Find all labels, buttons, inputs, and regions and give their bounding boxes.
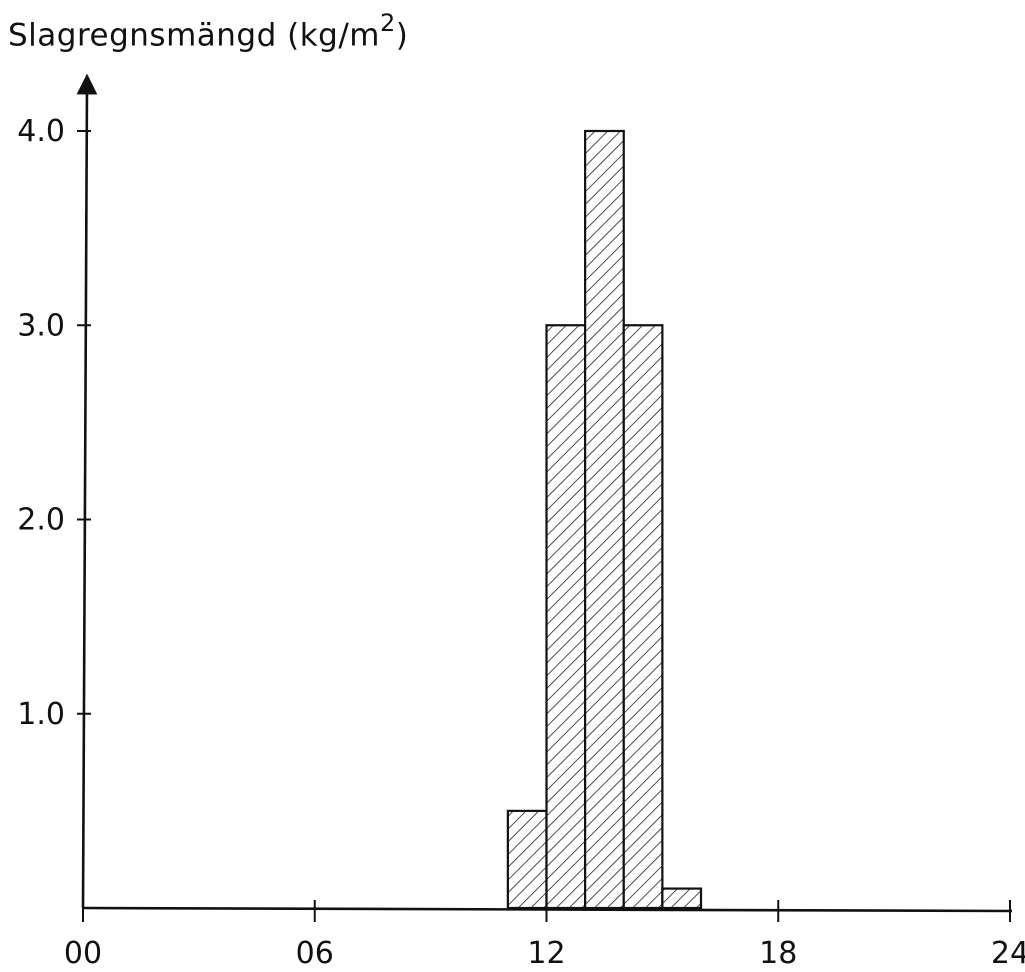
y-tick-label-3.0: 3.0 bbox=[17, 308, 65, 343]
ticks-layer: 00 06 12 18 24 1.0 2.0 3.0 4.0 bbox=[17, 114, 1025, 971]
y-axis-label-end: ) bbox=[395, 17, 409, 54]
y-tick-label-4.0: 4.0 bbox=[17, 114, 65, 149]
bars-layer bbox=[506, 129, 703, 910]
x-tick-label-00: 00 bbox=[64, 936, 102, 971]
bar-3 bbox=[584, 129, 625, 910]
y-axis-line bbox=[76, 73, 98, 909]
x-tick-label-06: 06 bbox=[296, 936, 334, 971]
x-tick-label-24: 24 bbox=[991, 936, 1025, 971]
x-tick-label-12: 12 bbox=[527, 936, 565, 971]
x-tick-label-18: 18 bbox=[759, 936, 797, 971]
bar-1 bbox=[506, 809, 548, 910]
y-tick-label-2.0: 2.0 bbox=[17, 503, 65, 538]
bar-2 bbox=[545, 324, 587, 910]
bar-5 bbox=[661, 887, 703, 910]
y-axis-label-main: Slagregnsmängd (kg/m bbox=[8, 17, 380, 54]
y-axis-label-superscript: 2 bbox=[380, 9, 396, 37]
y-tick-label-1.0: 1.0 bbox=[17, 697, 65, 732]
bar-4 bbox=[622, 324, 664, 910]
y-axis-label: Slagregnsmängd (kg/m2) bbox=[8, 9, 409, 54]
